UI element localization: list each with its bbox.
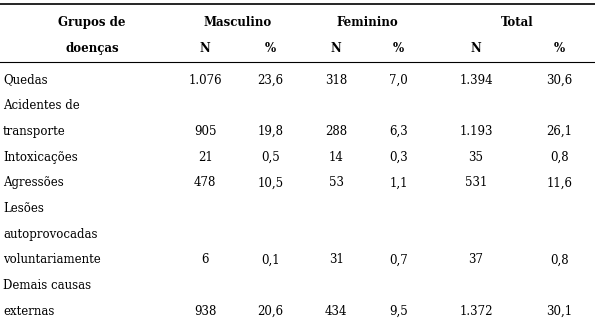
Text: 1.193: 1.193 xyxy=(459,125,493,138)
Text: 20,6: 20,6 xyxy=(258,305,284,318)
Text: 0,1: 0,1 xyxy=(261,253,280,266)
Text: 1.372: 1.372 xyxy=(459,305,493,318)
Text: doenças: doenças xyxy=(65,42,119,55)
Text: 19,8: 19,8 xyxy=(258,125,284,138)
Text: 1.076: 1.076 xyxy=(189,74,222,87)
Text: 37: 37 xyxy=(468,253,484,266)
Text: 0,7: 0,7 xyxy=(389,253,408,266)
Text: 31: 31 xyxy=(328,253,344,266)
Text: 0,3: 0,3 xyxy=(389,151,408,164)
Text: 6: 6 xyxy=(202,253,209,266)
Text: 26,1: 26,1 xyxy=(546,125,572,138)
Text: Agressões: Agressões xyxy=(3,176,64,190)
Text: transporte: transporte xyxy=(3,125,65,138)
Text: 938: 938 xyxy=(194,305,217,318)
Text: Feminino: Feminino xyxy=(337,16,399,29)
Text: 1.394: 1.394 xyxy=(459,74,493,87)
Text: Total: Total xyxy=(502,16,534,29)
Text: 14: 14 xyxy=(328,151,344,164)
Text: Demais causas: Demais causas xyxy=(3,279,91,292)
Text: 288: 288 xyxy=(325,125,347,138)
Text: 7,0: 7,0 xyxy=(389,74,408,87)
Text: 21: 21 xyxy=(198,151,212,164)
Text: N: N xyxy=(471,42,481,55)
Text: autoprovocadas: autoprovocadas xyxy=(3,228,98,241)
Text: 0,8: 0,8 xyxy=(550,253,569,266)
Text: 318: 318 xyxy=(325,74,347,87)
Text: N: N xyxy=(331,42,342,55)
Text: 10,5: 10,5 xyxy=(258,176,284,190)
Text: voluntariamente: voluntariamente xyxy=(3,253,101,266)
Text: 23,6: 23,6 xyxy=(258,74,284,87)
Text: 30,1: 30,1 xyxy=(546,305,572,318)
Text: %: % xyxy=(393,42,404,55)
Text: %: % xyxy=(265,42,276,55)
Text: 0,8: 0,8 xyxy=(550,151,569,164)
Text: 9,5: 9,5 xyxy=(389,305,408,318)
Text: Quedas: Quedas xyxy=(3,74,48,87)
Text: 11,6: 11,6 xyxy=(546,176,572,190)
Text: 30,6: 30,6 xyxy=(546,74,572,87)
Text: externas: externas xyxy=(3,305,54,318)
Text: Grupos de: Grupos de xyxy=(58,16,126,29)
Text: 905: 905 xyxy=(194,125,217,138)
Text: 531: 531 xyxy=(465,176,487,190)
Text: 1,1: 1,1 xyxy=(389,176,408,190)
Text: %: % xyxy=(554,42,565,55)
Text: Intoxicações: Intoxicações xyxy=(3,151,78,164)
Text: Lesões: Lesões xyxy=(3,202,44,215)
Text: 35: 35 xyxy=(468,151,484,164)
Text: N: N xyxy=(200,42,211,55)
Text: 53: 53 xyxy=(328,176,344,190)
Text: 0,5: 0,5 xyxy=(261,151,280,164)
Text: Acidentes de: Acidentes de xyxy=(3,99,80,112)
Text: 478: 478 xyxy=(194,176,217,190)
Text: Masculino: Masculino xyxy=(204,16,272,29)
Text: 434: 434 xyxy=(325,305,347,318)
Text: 6,3: 6,3 xyxy=(389,125,408,138)
